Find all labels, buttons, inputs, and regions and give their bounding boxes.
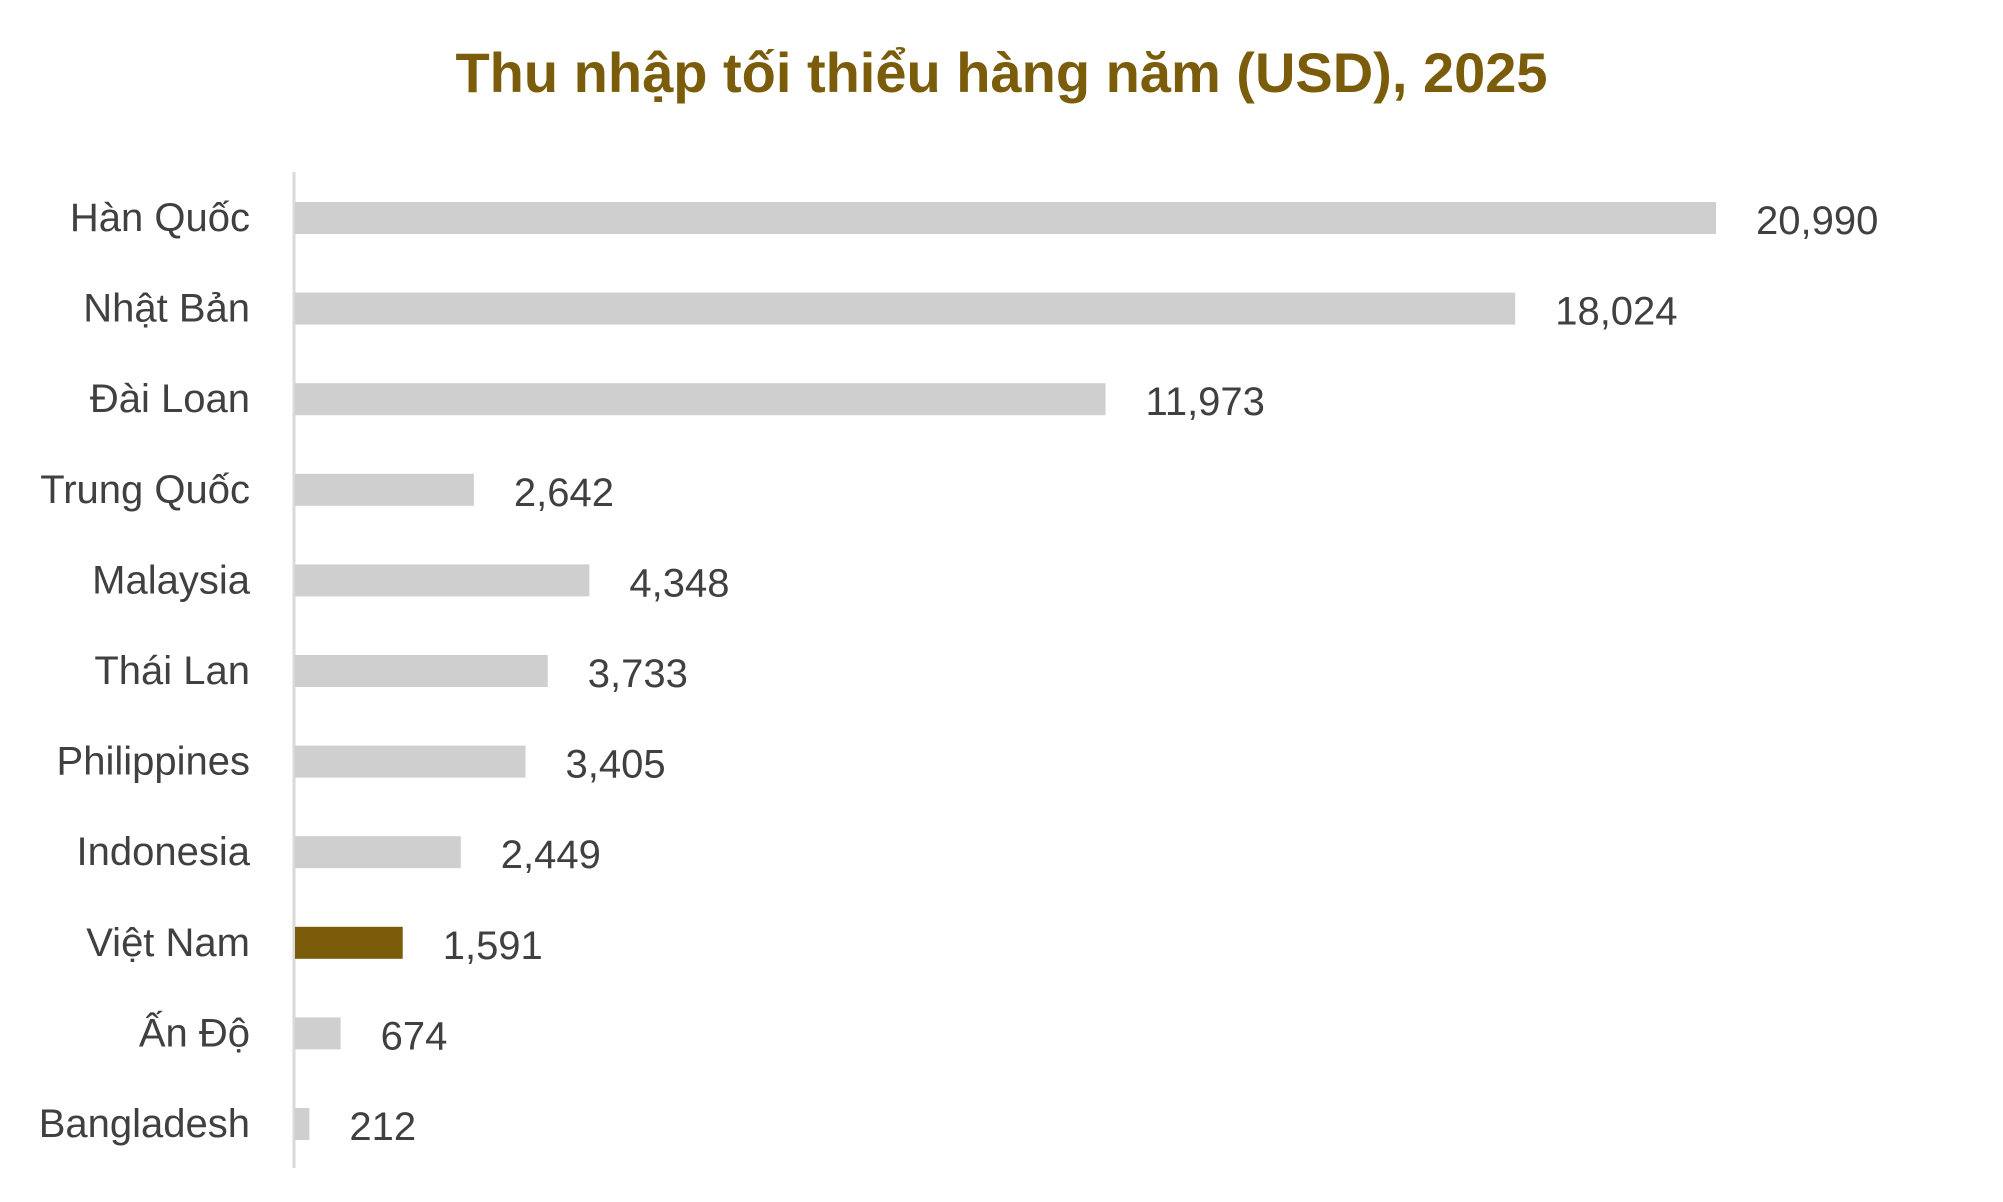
- category-label: Đài Loan: [90, 377, 250, 421]
- value-label: 3,405: [566, 743, 666, 787]
- bars-layer: Hàn Quốc 20,990 Nhật Bản 18,024 Đài Loan 11,9…: [39, 196, 1879, 1149]
- value-label: 18,024: [1555, 290, 1677, 334]
- category-label: Việt Nam: [86, 921, 250, 965]
- value-label: 212: [349, 1105, 416, 1149]
- bar-9: [295, 1017, 341, 1050]
- value-label: 3,733: [588, 652, 688, 696]
- value-label: 4,348: [629, 561, 729, 605]
- category-label: Bangladesh: [39, 1102, 250, 1146]
- value-label: 1,591: [443, 924, 543, 968]
- value-label: 2,642: [514, 471, 614, 515]
- bar-1: [295, 292, 1516, 325]
- bar-2: [295, 383, 1106, 416]
- value-label: 2,449: [501, 833, 601, 877]
- category-label: Indonesia: [77, 830, 251, 874]
- category-label: Hàn Quốc: [70, 196, 250, 240]
- category-label: Trung Quốc: [40, 468, 250, 512]
- bar-5: [295, 655, 548, 687]
- bar-0: [295, 202, 1716, 234]
- value-label: 20,990: [1756, 199, 1878, 243]
- chart-title: Thu nhập tối thiểu hàng năm (USD), 2025: [455, 41, 1548, 104]
- bar-10: [295, 1108, 310, 1140]
- bar-6: [295, 745, 526, 778]
- bar-3: [295, 473, 474, 506]
- value-label: 674: [381, 1014, 448, 1058]
- category-label: Philippines: [57, 740, 250, 784]
- bar-7: [295, 836, 461, 869]
- bar-8: [295, 926, 403, 959]
- category-label: Malaysia: [92, 558, 251, 602]
- value-label: 11,973: [1146, 380, 1265, 424]
- category-label: Ấn Độ: [139, 1009, 250, 1055]
- category-label: Nhật Bản: [83, 287, 250, 331]
- category-label: Thái Lan: [94, 649, 250, 693]
- bar-4: [295, 564, 590, 597]
